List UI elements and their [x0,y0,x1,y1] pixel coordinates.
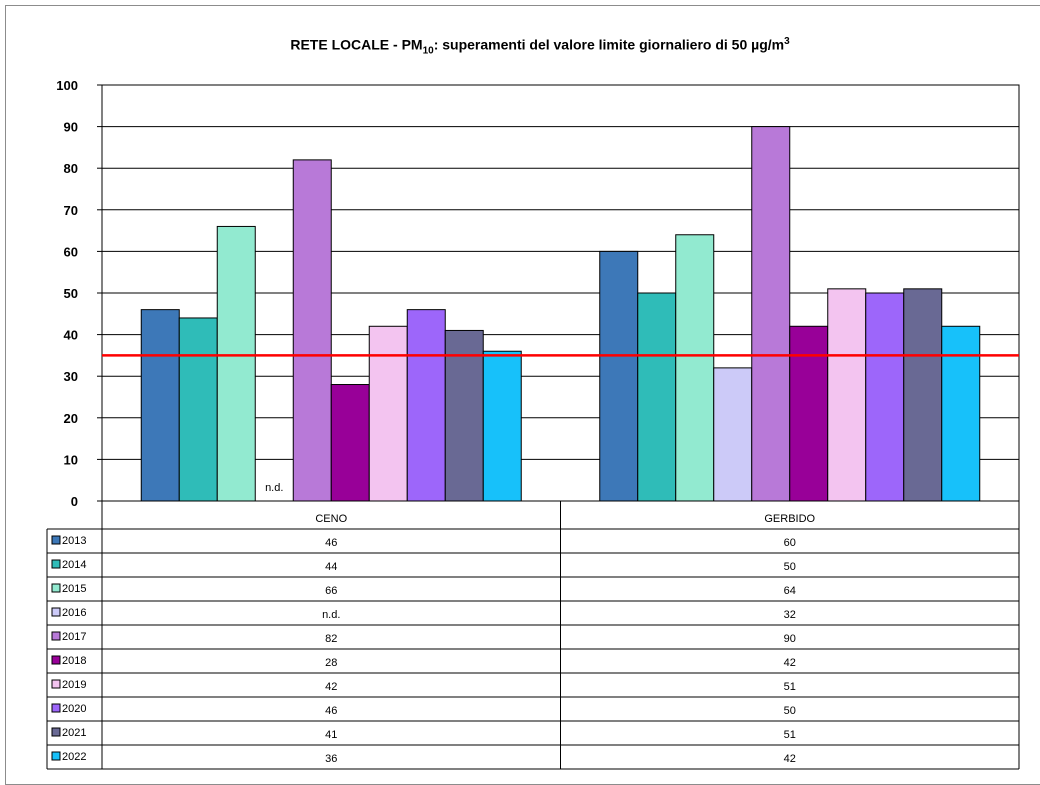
data-table-cell: 50 [784,705,796,717]
bar [483,351,521,501]
bar [141,310,179,501]
missing-value-label: n.d. [265,482,283,494]
y-tick-label: 40 [64,328,78,343]
legend-swatch [52,584,60,592]
legend-swatch [52,632,60,640]
data-table-cell: 46 [325,537,337,549]
y-tick-label: 0 [71,494,78,509]
bar [331,385,369,501]
data-table-cell: 28 [325,657,337,669]
y-tick-label: 90 [64,120,78,135]
legend-label: 2018 [62,655,86,667]
data-table-cell: 66 [325,585,337,597]
data-table-cell: 51 [784,681,796,693]
legend-label: 2015 [62,583,86,595]
y-tick-label: 10 [64,452,78,467]
bar [866,293,904,501]
data-table-cell: 50 [784,561,796,573]
data-table-cell: 42 [784,657,796,669]
legend-swatch [52,752,60,760]
data-table-cell: 60 [784,537,796,549]
bar [752,127,790,501]
data-table-cell: 51 [784,729,796,741]
bar [600,251,638,501]
legend-swatch [52,656,60,664]
data-table-cell: 32 [784,609,796,621]
category-label: CENO [315,513,347,525]
legend-label: 2013 [62,535,86,547]
data-table-cell: 90 [784,633,796,645]
legend-swatch [52,680,60,688]
data-table-cell: n.d. [322,609,340,621]
y-tick-label: 20 [64,411,78,426]
data-table-cell: 46 [325,705,337,717]
data-table-cell: 44 [325,561,337,573]
legend-label: 2021 [62,727,86,739]
legend-label: 2020 [62,703,86,715]
legend-label: 2019 [62,679,86,691]
legend-swatch [52,560,60,568]
bar [369,326,407,501]
legend-swatch [52,608,60,616]
bar [293,160,331,501]
bar [676,235,714,501]
y-tick-label: 50 [64,286,78,301]
y-tick-label: 60 [64,244,78,259]
y-tick-label: 80 [64,161,78,176]
y-tick-label: 30 [64,369,78,384]
bar [942,326,980,501]
data-table-cell: 36 [325,753,337,765]
y-tick-label: 100 [56,78,78,93]
legend-swatch [52,704,60,712]
data-table-cell: 42 [325,681,337,693]
bar [828,289,866,501]
legend-swatch [52,728,60,736]
bar [714,368,752,501]
bar [217,226,255,501]
data-table-cell: 64 [784,585,796,597]
data-table-cell: 42 [784,753,796,765]
bar [179,318,217,501]
legend-label: 2022 [62,751,86,763]
category-label: GERBIDO [764,513,815,525]
bar [790,326,828,501]
data-table-cell: 41 [325,729,337,741]
bar [638,293,676,501]
legend-label: 2016 [62,607,86,619]
legend-swatch [52,536,60,544]
data-table-cell: 82 [325,633,337,645]
bar [904,289,942,501]
bar [407,310,445,501]
legend-label: 2014 [62,559,86,571]
legend-label: 2017 [62,631,86,643]
y-tick-label: 70 [64,203,78,218]
